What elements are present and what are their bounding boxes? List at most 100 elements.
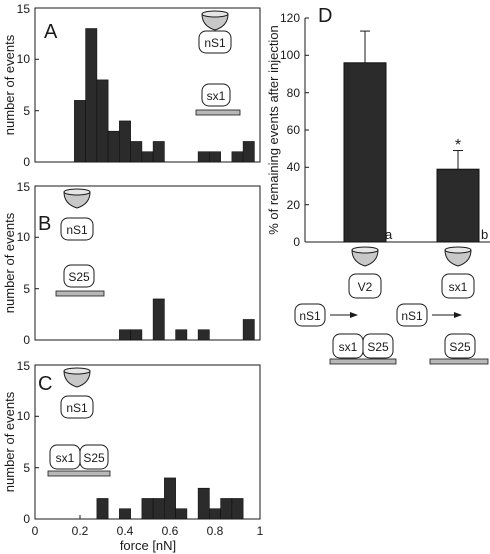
panel-a-bar-0	[74, 100, 86, 163]
panel-a-bar-11	[242, 141, 255, 163]
panel-a-vesicle-icon: nS1	[198, 10, 232, 54]
panel-c-bar-0	[96, 498, 109, 520]
panel-a-plate-label: sx1	[207, 89, 226, 103]
panel-b-bars	[119, 298, 255, 341]
panel-a-bar-3	[107, 130, 120, 163]
panel-c-plate-right-label: S25	[83, 451, 105, 465]
panel-b-bar-1	[130, 329, 143, 341]
panel-d-b-mobile-label: nS1	[401, 309, 423, 323]
panel-d-bar-a	[343, 62, 387, 243]
panel-d-a-mobile-label: nS1	[299, 309, 321, 323]
panel-c-bar-5	[175, 508, 188, 520]
panel-b-bar-3	[175, 329, 188, 341]
panel-d-ytick-120: 120	[280, 11, 300, 25]
panel-c: C 0 5 10 15 0 0.2 0.4 0.6 0.8 1 force [n…	[2, 359, 264, 553]
panel-a-bar-4	[119, 120, 131, 163]
panel-d-bar-b	[436, 168, 480, 243]
panel-d-ytick-60: 60	[287, 123, 301, 137]
panel-d-letter: D	[318, 5, 332, 27]
panel-a-bar-2	[96, 79, 109, 163]
panel-a: A 0 5 10 15 number of events nS1 sx1	[2, 2, 261, 169]
panel-d-a-plate-right-label: S25	[367, 340, 389, 354]
panel-d-yticks: 0 20 40 60 80 100 120	[280, 11, 309, 249]
panel-c-ylabel: number of events	[2, 391, 17, 492]
panel-b-ytick-15: 15	[17, 180, 31, 194]
panel-b-letter: B	[38, 213, 51, 235]
panel-c-xtick-0.6: 0.6	[162, 524, 179, 538]
panel-d-ytick-40: 40	[287, 160, 301, 174]
panel-b-bar-0	[119, 329, 131, 341]
panel-d-ytick-80: 80	[287, 86, 301, 100]
panel-c-bar-8	[220, 498, 233, 520]
panel-c-xtick-0.2: 0.2	[72, 524, 89, 538]
panel-d-bar-a-letter: a	[385, 227, 393, 242]
panel-c-xtick-0.8: 0.8	[207, 524, 224, 538]
panel-c-xtick-0: 0	[32, 524, 39, 538]
panel-a-ytick-10: 10	[17, 52, 31, 66]
panel-c-ytick-10: 10	[17, 409, 31, 423]
panel-d-ytick-100: 100	[280, 48, 300, 62]
panel-c-letter: C	[38, 373, 52, 395]
panel-a-bar-5	[130, 141, 143, 163]
panel-a-plate-icon: sx1	[195, 83, 241, 116]
panel-c-vesicle-icon: nS1	[60, 367, 94, 419]
panel-c-plate-left-label: sx1	[56, 451, 75, 465]
panel-c-yticks: 0 5 10 15	[17, 359, 39, 526]
panel-d-a-vesicle-label: V2	[358, 280, 373, 294]
panel-a-bar-9	[209, 151, 221, 163]
panel-d-ylabel: % of remaining events after injection	[266, 25, 281, 235]
panel-b-bar-5	[242, 319, 255, 341]
panel-b-ytick-10: 10	[17, 230, 31, 244]
panel-a-ytick-0: 0	[23, 155, 30, 169]
panel-c-bars	[96, 477, 244, 520]
panel-c-bar-3	[152, 498, 165, 520]
panel-a-bar-6	[141, 151, 154, 163]
panel-a-bars	[74, 28, 255, 163]
panel-c-xlabel: force [nN]	[120, 538, 176, 553]
panel-c-ytick-5: 5	[23, 461, 30, 475]
panel-d-schematic-a: V2 nS1 sx1 S25	[294, 246, 397, 365]
panel-d-a-plate-left-label: sx1	[339, 340, 358, 354]
panel-c-xticks: 0 0.2 0.4 0.6 0.8 1	[32, 515, 264, 538]
panel-a-yticks: 0 5 10 15	[17, 2, 39, 169]
panel-d-b-vesicle-label: sx1	[449, 280, 468, 294]
panel-d-ytick-20: 20	[287, 198, 301, 212]
panel-c-bar-1	[119, 508, 131, 520]
panel-d-b-plate-label: S25	[449, 340, 471, 354]
panel-c-ytick-0: 0	[23, 512, 30, 526]
panel-d-bar-b-letter: b	[481, 227, 488, 242]
panel-b-bar-4	[197, 329, 210, 341]
panel-b-vesicle-label: nS1	[66, 223, 88, 237]
panel-a-bar-8	[197, 151, 210, 163]
panel-a-bar-7	[152, 141, 165, 163]
panel-c-vesicle-label: nS1	[66, 401, 88, 415]
panel-c-bar-9	[231, 498, 244, 520]
panel-d-significance-marker: *	[455, 137, 461, 154]
panel-b-frame	[34, 185, 261, 341]
panel-c-frame	[34, 364, 261, 520]
panel-a-bar-1	[85, 28, 98, 163]
panel-d-bars	[343, 30, 480, 243]
panel-b-ytick-0: 0	[23, 333, 30, 347]
panel-b-vesicle-icon: nS1	[60, 188, 94, 241]
panel-a-letter: A	[44, 21, 58, 43]
panel-c-bar-2	[141, 498, 154, 520]
panel-a-ytick-5: 5	[23, 104, 30, 118]
panel-b: B 0 5 10 15 number of events nS1 S25	[2, 180, 261, 347]
panel-a-vesicle-label: nS1	[204, 36, 226, 50]
panel-b-ylabel: number of events	[2, 212, 17, 313]
panel-c-xtick-0.4: 0.4	[117, 524, 134, 538]
panel-a-bar-10	[231, 151, 244, 163]
panel-c-bar-6	[197, 487, 210, 520]
panel-d-ytick-0: 0	[293, 235, 300, 249]
panel-a-ylabel: number of events	[2, 34, 17, 135]
panel-c-ytick-15: 15	[17, 359, 31, 373]
panel-b-ytick-5: 5	[23, 282, 30, 296]
panel-b-bar-2	[152, 298, 165, 341]
panel-b-plate-icon: S25	[55, 264, 105, 297]
panel-b-yticks: 0 5 10 15	[17, 180, 39, 347]
panel-c-plate-icon: sx1 S25	[47, 444, 111, 477]
panel-c-bar-4	[164, 477, 176, 520]
panel-a-ytick-15: 15	[17, 2, 31, 16]
